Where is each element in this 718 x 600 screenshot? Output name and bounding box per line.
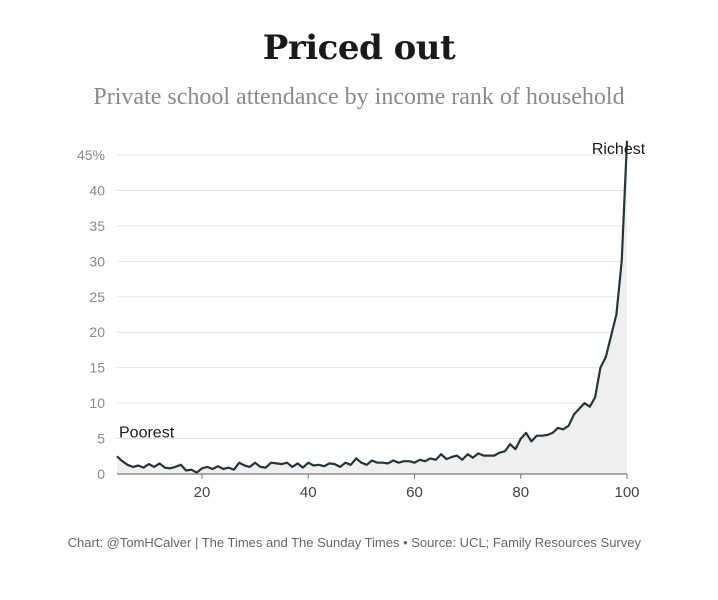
chart-credit: Chart: @TomHCalver | The Times and The S…: [67, 535, 641, 550]
data-line: [116, 140, 629, 474]
y-tick-label: 20: [89, 324, 105, 340]
y-tick-label: 35: [89, 218, 105, 234]
y-tick-label: 15: [89, 360, 105, 376]
x-tick-label: 80: [512, 484, 529, 501]
annotation-richest: Richest: [592, 141, 646, 158]
y-tick-labels: 0 5 10 15 20 25 30 35 40 45%: [77, 147, 105, 482]
y-tick-label: 30: [89, 253, 105, 269]
y-tick-label: 10: [89, 395, 105, 411]
x-tick-label: 60: [406, 484, 423, 501]
chart-title: Priced out: [262, 28, 456, 68]
x-tick-label: 40: [300, 484, 317, 501]
gridlines: [117, 154, 627, 440]
y-tick-label: 25: [89, 289, 105, 305]
y-tick-label: 0: [97, 466, 105, 482]
y-tick-label: 5: [97, 431, 105, 447]
x-tick-label: 20: [194, 484, 211, 501]
area-fill: [117, 140, 627, 475]
annotation-poorest: Poorest: [119, 425, 175, 442]
chart-subtitle: Private school attendance by income rank…: [93, 84, 625, 110]
x-tick-labels: 20 40 60 80 100: [194, 474, 640, 501]
x-tick-label: 100: [614, 484, 639, 501]
y-tick-label: 40: [89, 182, 105, 198]
annotations: Poorest Richest: [119, 141, 646, 442]
y-tick-label: 45%: [77, 147, 105, 163]
